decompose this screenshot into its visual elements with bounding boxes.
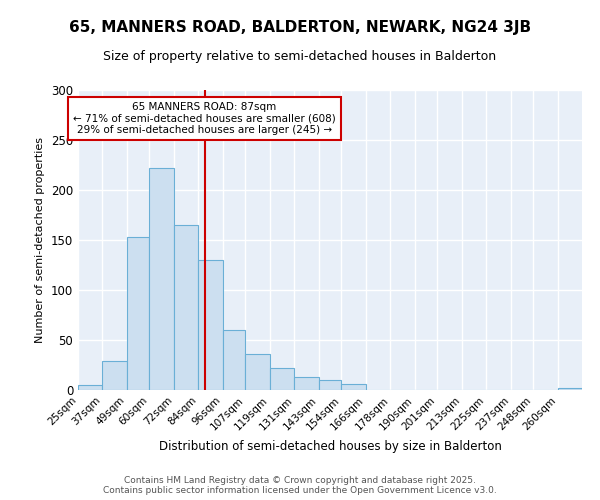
Bar (270, 368, 294, 390)
Bar (294, 377, 319, 390)
Bar (78, 385, 103, 390)
Text: Contains public sector information licensed under the Open Government Licence v3: Contains public sector information licen… (103, 486, 497, 495)
Bar (174, 225, 199, 390)
Text: 65 MANNERS ROAD: 87sqm
← 71% of semi-detached houses are smaller (608)
29% of se: 65 MANNERS ROAD: 87sqm ← 71% of semi-det… (73, 102, 336, 135)
X-axis label: Distribution of semi-detached houses by size in Balderton: Distribution of semi-detached houses by … (158, 440, 502, 453)
Bar (127, 237, 149, 390)
Text: 65, MANNERS ROAD, BALDERTON, NEWARK, NG24 3JB: 65, MANNERS ROAD, BALDERTON, NEWARK, NG2… (69, 20, 531, 35)
Bar (319, 380, 341, 390)
Y-axis label: Number of semi-detached properties: Number of semi-detached properties (35, 137, 46, 343)
Text: Contains HM Land Registry data © Crown copyright and database right 2025.: Contains HM Land Registry data © Crown c… (124, 476, 476, 485)
Bar (557, 388, 582, 390)
Bar (103, 361, 127, 390)
Text: Size of property relative to semi-detached houses in Balderton: Size of property relative to semi-detach… (103, 50, 497, 63)
Bar (245, 354, 270, 390)
Bar (149, 168, 174, 390)
Bar (341, 384, 366, 390)
Bar (199, 260, 223, 390)
Bar (223, 330, 245, 390)
